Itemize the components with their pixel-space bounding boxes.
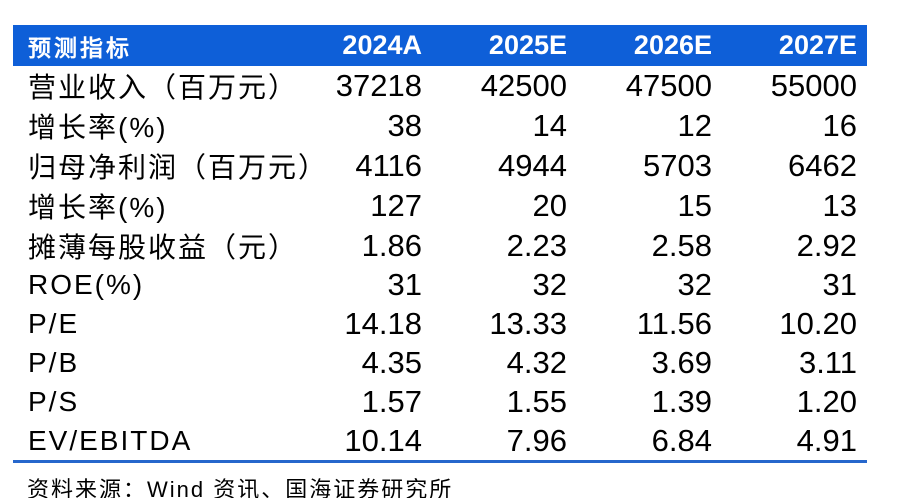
row-label: 摊薄每股收益（元） bbox=[28, 232, 299, 263]
forecast-table-container: 预测指标 2024A 2025E 2026E 2027E 营业收入（百万元） 3… bbox=[13, 25, 867, 498]
row-value: 2.23 bbox=[506, 228, 567, 263]
row-value: 14.18 bbox=[344, 306, 422, 342]
row-label: 营业收入（百万元） bbox=[28, 72, 299, 103]
row-label: EV/EBITDA bbox=[28, 424, 193, 456]
row-value: 1.57 bbox=[361, 383, 422, 419]
header-year-2027e: 2027E bbox=[722, 25, 867, 66]
row-value: 13 bbox=[822, 188, 857, 223]
row-value: 4.91 bbox=[796, 422, 857, 458]
row-value: 2.92 bbox=[796, 228, 857, 263]
row-value: 15 bbox=[677, 188, 712, 223]
header-year-2025e: 2025E bbox=[432, 25, 577, 66]
row-value: 20 bbox=[532, 188, 567, 223]
row-value: 1.86 bbox=[361, 228, 422, 263]
row-value: 5703 bbox=[643, 148, 712, 183]
table-row-ps: P/S 1.57 1.55 1.39 1.20 bbox=[13, 382, 867, 421]
row-value: 32 bbox=[677, 267, 712, 303]
row-label: P/B bbox=[28, 346, 80, 378]
row-value: 1.20 bbox=[796, 383, 857, 419]
row-value: 1.55 bbox=[506, 383, 567, 419]
row-label: 增长率(%) bbox=[28, 192, 168, 223]
row-value: 12 bbox=[677, 108, 712, 143]
row-value: 4944 bbox=[498, 148, 567, 183]
row-value: 3.69 bbox=[651, 344, 712, 380]
row-label: ROE(%) bbox=[28, 269, 145, 301]
header-year-2024a: 2024A bbox=[287, 25, 432, 66]
row-value: 11.56 bbox=[636, 306, 712, 342]
table-row-revenue: 营业收入（百万元） 37218 42500 47500 55000 bbox=[13, 66, 867, 106]
row-label: 归母净利润（百万元） bbox=[28, 152, 329, 183]
row-label: P/S bbox=[28, 385, 80, 417]
row-value: 6.84 bbox=[651, 422, 712, 458]
row-value: 37218 bbox=[335, 68, 422, 103]
row-value: 55000 bbox=[770, 68, 857, 103]
row-value: 14 bbox=[532, 108, 567, 143]
row-label: P/E bbox=[28, 308, 80, 340]
table-row-profit-growth: 增长率(%) 127 20 15 13 bbox=[13, 186, 867, 226]
table-row-ev-ebitda: EV/EBITDA 10.14 7.96 6.84 4.91 bbox=[13, 421, 867, 460]
row-value: 13.33 bbox=[489, 306, 567, 342]
row-value: 3.11 bbox=[798, 344, 857, 380]
row-value: 10.20 bbox=[779, 306, 857, 342]
row-value: 7.96 bbox=[506, 422, 567, 458]
table-row-net-profit: 归母净利润（百万元） 4116 4944 5703 6462 bbox=[13, 146, 867, 186]
row-value: 6462 bbox=[788, 148, 857, 183]
header-row: 预测指标 2024A 2025E 2026E 2027E bbox=[13, 25, 867, 66]
row-label: 增长率(%) bbox=[28, 112, 168, 143]
row-value: 32 bbox=[532, 267, 567, 303]
row-value: 4116 bbox=[355, 148, 422, 183]
row-value: 10.14 bbox=[344, 422, 422, 458]
table-row-pb: P/B 4.35 4.32 3.69 3.11 bbox=[13, 344, 867, 383]
header-indicator-label: 预测指标 bbox=[13, 25, 287, 66]
table-row-revenue-growth: 增长率(%) 38 14 12 16 bbox=[13, 106, 867, 146]
row-value: 47500 bbox=[625, 68, 712, 103]
row-value: 42500 bbox=[480, 68, 567, 103]
row-value: 127 bbox=[370, 188, 422, 223]
row-value: 31 bbox=[387, 267, 422, 303]
table-row-roe: ROE(%) 31 32 32 31 bbox=[13, 266, 867, 305]
forecast-table: 预测指标 2024A 2025E 2026E 2027E 营业收入（百万元） 3… bbox=[13, 25, 867, 460]
row-value: 2.58 bbox=[651, 228, 712, 263]
header-year-2026e: 2026E bbox=[577, 25, 722, 66]
row-value: 4.32 bbox=[506, 344, 567, 380]
row-value: 31 bbox=[822, 267, 857, 303]
row-value: 38 bbox=[387, 108, 422, 143]
table-row-pe: P/E 14.18 13.33 11.56 10.20 bbox=[13, 305, 867, 344]
row-value: 4.35 bbox=[361, 344, 422, 380]
table-bottom-rule bbox=[13, 459, 867, 463]
table-row-diluted-eps: 摊薄每股收益（元） 1.86 2.23 2.58 2.92 bbox=[13, 226, 867, 266]
row-value: 1.39 bbox=[651, 383, 712, 419]
data-source-note: 资料来源：Wind 资讯、国海证券研究所 bbox=[27, 476, 454, 498]
row-value: 16 bbox=[822, 108, 857, 143]
